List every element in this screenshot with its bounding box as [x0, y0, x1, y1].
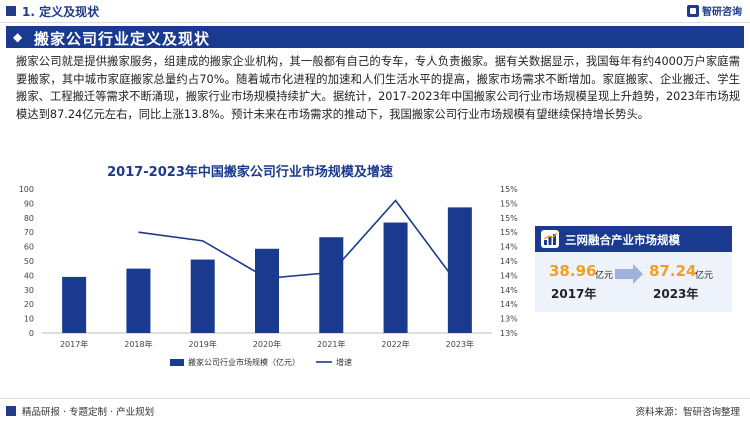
chart-title: 2017-2023年中国搬家公司行业市场规模及增速: [107, 165, 393, 180]
x-tick-label: 2017年: [60, 339, 88, 349]
page-title: 搬家公司行业定义及现状: [34, 30, 211, 48]
value-2023: 87.24: [649, 262, 697, 280]
panel-header: 三网融合产业市场规模: [535, 226, 732, 252]
y-right-tick-label: 13%: [500, 315, 518, 324]
bar: [383, 222, 408, 333]
unit-2017: 亿元: [595, 271, 614, 281]
legend-bar-swatch: [170, 359, 184, 366]
legend-line-label: 增速: [336, 357, 352, 367]
y-right-tick-label: 15%: [500, 199, 518, 208]
y-left-tick-label: 80: [24, 214, 34, 223]
y-right-tick-label: 14%: [500, 243, 518, 252]
arrow-right-icon: [615, 264, 643, 284]
bar: [62, 276, 87, 333]
y-left-tick-label: 70: [24, 228, 34, 237]
y-left-tick-label: 90: [24, 199, 34, 208]
unit-2023: 亿元: [695, 271, 714, 281]
bar: [126, 268, 151, 333]
y-left-tick-label: 100: [19, 185, 34, 194]
footer: 精品研报 · 专题定制 · 产业规划 资料来源：智研咨询整理: [0, 398, 750, 422]
x-tick-label: 2023年: [446, 339, 474, 349]
y-left-tick-label: 20: [24, 300, 34, 309]
bar: [255, 248, 279, 333]
footer-tagline: 精品研报 · 专题定制 · 产业规划: [22, 407, 155, 418]
y-right-tick-label: 14%: [500, 257, 518, 266]
legend-bar-label: 搬家公司行业市场规模（亿元）: [188, 357, 300, 367]
y-right-tick-label: 14%: [500, 300, 518, 309]
value-2017: 38.96: [549, 262, 597, 280]
footer-source: 资料来源：智研咨询整理: [635, 407, 740, 418]
y-left-tick-label: 40: [24, 271, 34, 280]
x-tick-label: 2020年: [253, 339, 281, 349]
y-left-tick-label: 60: [24, 243, 34, 252]
bar: [319, 237, 344, 333]
y-right-tick-label: 14%: [500, 286, 518, 295]
y-left-tick-label: 50: [24, 257, 34, 266]
x-tick-label: 2019年: [189, 339, 217, 349]
bar: [190, 259, 215, 333]
x-tick-label: 2022年: [381, 339, 409, 349]
summary-panel: 三网融合产业市场规模 38.96 亿元 2017年 87.24 亿元 2023年: [535, 226, 732, 312]
y-left-tick-label: 30: [24, 286, 34, 295]
growth-line: [138, 199, 461, 288]
panel-title: 三网融合产业市场规模: [565, 233, 680, 247]
y-right-tick-label: 13%: [500, 329, 518, 338]
title-banner: ◆ 搬家公司行业定义及现状: [6, 26, 744, 48]
y-right-tick-label: 15%: [500, 214, 518, 223]
diamond-bullet-icon: ◆: [13, 30, 23, 44]
x-tick-label: 2021年: [317, 339, 345, 349]
top-bar: 1. 定义及现状 智研咨询: [0, 0, 750, 23]
section-marker-icon: [6, 6, 16, 16]
year-2023: 2023年: [653, 287, 699, 301]
bar: [447, 207, 472, 333]
logo-text: 智研咨询: [702, 7, 742, 18]
market-size-chart: 0 10 20 30 40 50 60 70 80 90 100 13% 13% 14% 14% 14% 14%…: [19, 185, 518, 367]
x-tick-label: 2018年: [124, 339, 152, 349]
y-right-tick-label: 15%: [500, 228, 518, 237]
footer-marker-icon: [6, 406, 16, 416]
brand-logo: 智研咨询: [687, 3, 742, 18]
bar-chart-icon: [541, 230, 559, 248]
section-title: 1. 定义及现状: [22, 5, 100, 19]
y-right-tick-label: 15%: [500, 185, 518, 194]
intro-paragraph: 搬家公司就是提供搬家服务，组建成的搬家企业机构，其一般都有自己的专车，专人负责搬…: [16, 55, 740, 121]
y-right-tick-label: 14%: [500, 271, 518, 280]
y-left-tick-label: 0: [29, 329, 34, 338]
logo-icon: [687, 4, 699, 17]
year-2017: 2017年: [551, 287, 597, 301]
y-left-tick-label: 10: [24, 315, 34, 324]
